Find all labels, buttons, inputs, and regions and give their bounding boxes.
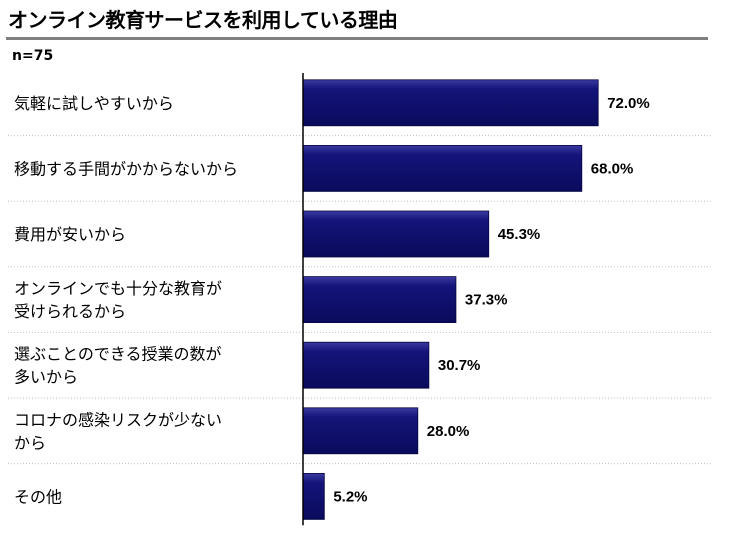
bar (302, 79, 599, 127)
value-label: 68.0% (591, 160, 634, 177)
category-label: コロナの感染リスクが少ないから (14, 410, 222, 452)
value-label: 30.7% (438, 357, 481, 374)
value-label: 5.2% (333, 488, 367, 505)
value-label: 28.0% (427, 423, 470, 440)
bar (302, 276, 457, 324)
category-label-line: 受けられるから (14, 302, 126, 321)
category-label-line: その他 (14, 487, 62, 506)
category-label: 移動する手間がかからないから (14, 159, 238, 178)
bar (302, 341, 430, 389)
sample-size-label: n=75 (12, 48, 54, 64)
category-label-line: オンラインでも十分な教育が (14, 279, 222, 298)
category-label-line: 移動する手間がかからないから (14, 159, 238, 178)
chart-title: オンライン教育サービスを利用している理由 (8, 8, 398, 32)
category-label-line: 気軽に試しやすいから (14, 94, 174, 113)
category-label-line: から (14, 433, 46, 452)
bar (302, 210, 490, 258)
category-label: オンラインでも十分な教育が受けられるから (14, 279, 222, 321)
category-label: その他 (14, 487, 62, 506)
category-label-line: 選ぶことのできる授業の数が (14, 345, 222, 364)
category-label-line: コロナの感染リスクが少ない (14, 410, 222, 429)
bar (302, 144, 583, 192)
category-label: 費用が安いから (14, 225, 126, 244)
value-label: 37.3% (465, 292, 508, 309)
value-label: 72.0% (607, 95, 650, 112)
value-label: 45.3% (498, 226, 541, 243)
category-label-line: 費用が安いから (14, 225, 126, 244)
category-label: 気軽に試しやすいから (14, 94, 174, 113)
category-label-line: 多いから (14, 368, 78, 387)
title-underline (6, 37, 708, 40)
bar (302, 472, 325, 520)
category-label: 選ぶことのできる授業の数が多いから (14, 345, 222, 387)
bar (302, 407, 419, 455)
